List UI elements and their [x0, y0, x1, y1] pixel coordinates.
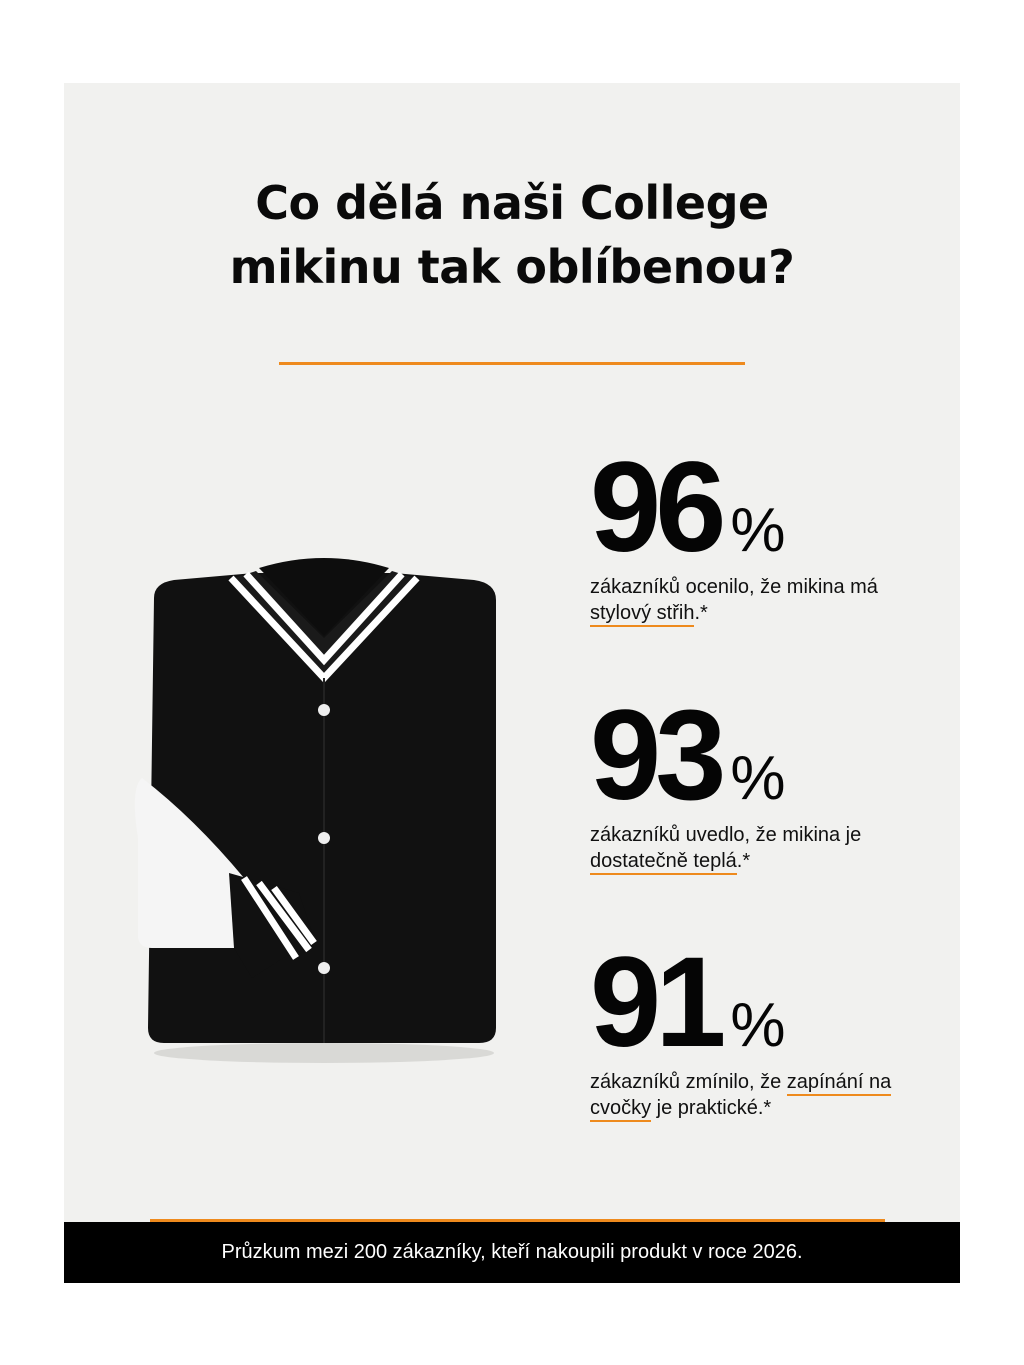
stat-value: 96 — [590, 436, 726, 579]
stat-unit: % — [730, 744, 786, 813]
footer-divider — [150, 1219, 885, 1222]
stat-unit: % — [730, 496, 786, 565]
stat-2: 93% zákazníků uvedlo, že mikina je dosta… — [590, 684, 930, 875]
stat-highlight: zapínání na cvočky — [590, 1071, 892, 1122]
title-line-1: Co dělá naši College — [255, 176, 769, 230]
infographic-card: Co dělá naši College mikinu tak oblíbeno… — [64, 83, 960, 1283]
stat-highlight: dostatečně teplá — [590, 850, 737, 875]
title-line-2: mikinu tak oblíbenou? — [229, 240, 795, 294]
page-title: Co dělá naši College mikinu tak oblíbeno… — [64, 171, 960, 299]
footer-note: Průzkum mezi 200 zákazníky, kteří nakoup… — [64, 1222, 960, 1283]
stat-value: 93 — [590, 684, 726, 827]
title-divider — [279, 362, 745, 365]
stat-1: 96% zákazníků ocenilo, že mikina má styl… — [590, 436, 930, 627]
stat-description: zákazníků ocenilo, že mikina má stylový … — [590, 574, 930, 627]
stat-value: 91 — [590, 931, 726, 1074]
stat-unit: % — [730, 991, 786, 1060]
stat-description: zákazníků uvedlo, že mikina je dostatečn… — [590, 822, 930, 875]
stat-description: zákazníků zmínilo, že zapínání na cvočky… — [590, 1069, 930, 1122]
stat-3: 91% zákazníků zmínilo, že zapínání na cv… — [590, 931, 930, 1122]
stat-highlight: stylový střih — [590, 602, 695, 627]
varsity-jacket-image — [134, 558, 496, 1063]
